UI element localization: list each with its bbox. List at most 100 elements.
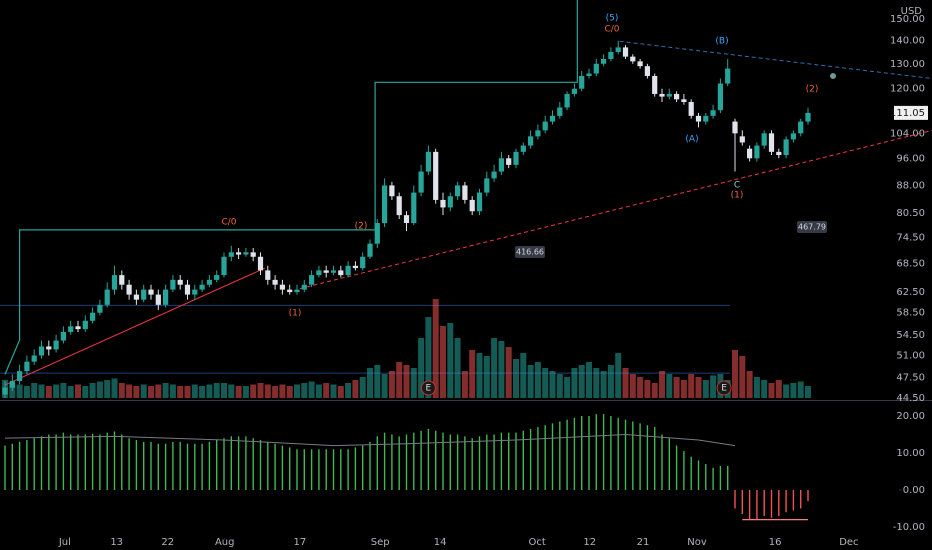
candle-body (163, 289, 169, 305)
volume-bar (746, 371, 753, 398)
candle-body (747, 148, 753, 159)
volume-bar (527, 365, 534, 398)
volume-bar (680, 380, 687, 398)
osc-tick-label: 10.00 (896, 448, 925, 459)
candle-body (148, 289, 154, 295)
candle-body (637, 61, 643, 67)
candle-body (250, 252, 256, 257)
x-tick-label: 12 (583, 537, 596, 548)
volume-bar (761, 380, 768, 398)
measure-label: 467.79 (798, 223, 826, 232)
volume-bar (118, 383, 125, 398)
wave-label: (B) (715, 37, 728, 47)
volume-bar (279, 384, 286, 398)
candle-body (338, 270, 344, 276)
volume-bar (75, 384, 81, 398)
candle-body (119, 275, 125, 285)
candle-body (265, 270, 271, 280)
volume-bar (381, 374, 388, 398)
candle-body (206, 279, 212, 285)
candle-body (272, 279, 278, 285)
volume-bar (578, 365, 585, 398)
volume-bar (447, 323, 454, 398)
volume-bar (659, 371, 665, 398)
candle-body (674, 93, 680, 100)
volume-bar (96, 381, 103, 398)
volume-bar (60, 383, 67, 398)
candle-body (352, 265, 358, 269)
volume-bar (235, 386, 242, 398)
candle-body (506, 158, 512, 165)
volume-bar (549, 371, 556, 398)
candle-body (601, 59, 607, 64)
candle-body (462, 185, 468, 200)
candle-body (2, 387, 8, 395)
volume-bar (45, 386, 52, 398)
volume-bar (520, 353, 527, 398)
candle-body (688, 101, 694, 116)
x-tick-label: Aug (215, 537, 235, 548)
volume-bar (534, 362, 541, 398)
volume-bar (644, 380, 651, 398)
volume-bar (491, 338, 498, 398)
candle-body (301, 284, 307, 290)
volume-bar (23, 386, 30, 398)
volume-bar (454, 338, 461, 398)
trend-line (4, 267, 266, 386)
candle-body (447, 196, 453, 208)
trend-line (619, 40, 932, 79)
candle-body (710, 110, 716, 116)
candle-body (228, 252, 234, 257)
volume-bar (476, 353, 483, 398)
volume-bar (702, 380, 709, 398)
volume-bar (469, 350, 476, 398)
earnings-marker (420, 380, 436, 396)
volume-bar (359, 377, 366, 398)
candle-body (17, 371, 23, 381)
candle-body (659, 93, 665, 97)
volume-bar (221, 383, 227, 398)
volume-bar (688, 374, 695, 398)
candle-body (104, 289, 110, 305)
volume-bar (126, 384, 133, 398)
y-tick-label: 140.00 (890, 36, 925, 47)
volume-bar (695, 377, 702, 398)
candle-body (360, 256, 366, 269)
candle-body (97, 304, 103, 313)
x-tick-label: 22 (161, 537, 174, 548)
volume-bar (352, 380, 359, 398)
candle-body (739, 136, 745, 143)
volume-bar (418, 338, 425, 398)
volume-bar (768, 383, 775, 398)
volume-bar (622, 368, 629, 398)
wave-label: C (734, 181, 740, 191)
last-price-tag (894, 105, 928, 120)
y-tick-label: 51.00 (896, 350, 925, 361)
candle-body (184, 284, 191, 295)
y-tick-label: 74.50 (896, 232, 925, 243)
candle-body (528, 136, 534, 146)
candle-body (425, 151, 431, 172)
y-tick-label: 54.50 (896, 330, 925, 341)
volume-bar (315, 384, 322, 398)
candle-body (9, 380, 15, 388)
volume-bar (133, 386, 140, 398)
candle-body (776, 151, 782, 156)
volume-bar (286, 386, 293, 398)
trend-line (299, 129, 932, 290)
candle-body (571, 88, 577, 94)
candle-body (367, 243, 373, 257)
wave-label: (2) (355, 222, 368, 232)
candle-body (549, 115, 556, 122)
candle-body (732, 121, 738, 134)
volume-bar (396, 362, 403, 398)
volume-bar (148, 386, 154, 398)
candle-body (644, 66, 650, 76)
candle-body (38, 346, 45, 356)
osc-tick-label: 20.00 (896, 411, 925, 422)
x-tick-label: 21 (637, 537, 650, 548)
y-tick-label: 68.50 (896, 259, 925, 270)
volume-bar (593, 368, 600, 398)
